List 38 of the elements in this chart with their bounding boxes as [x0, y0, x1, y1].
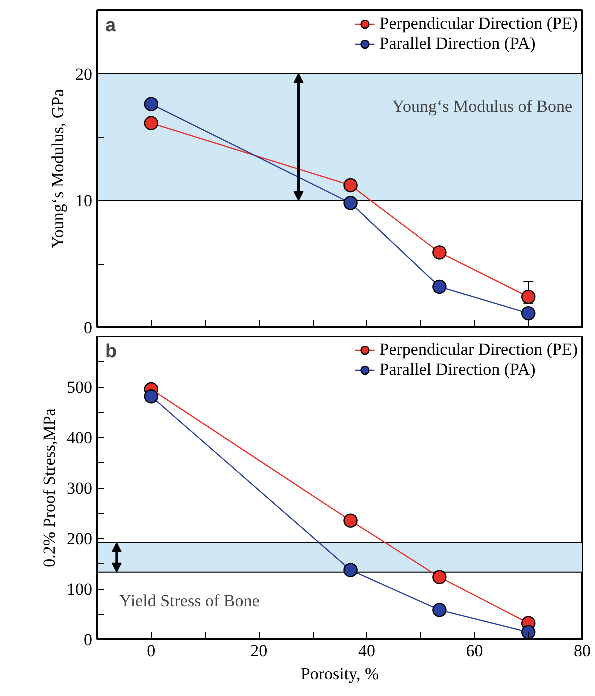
legend-label: Parallel Direction (PA) — [380, 34, 536, 54]
point — [522, 625, 536, 640]
legend-label: Parallel Direction (PA) — [380, 360, 536, 380]
x-tick-label: 60 — [466, 642, 484, 660]
point — [144, 97, 158, 112]
point — [432, 246, 447, 260]
point — [144, 390, 158, 404]
y-tick-label: 300 — [67, 479, 92, 498]
point — [522, 290, 536, 304]
point — [344, 563, 358, 578]
y-axis-title: 0.2% Proof Stress,MPa — [40, 408, 59, 568]
point — [432, 280, 447, 294]
x-tick-label: 20 — [250, 642, 268, 660]
annotation: a — [106, 16, 116, 36]
x-tick-label: 0 — [147, 642, 156, 660]
point — [432, 603, 447, 618]
band-label: Young‘s Modulus of Bone — [392, 96, 573, 116]
x-axis-title: Porosity, % — [300, 664, 380, 684]
y-tick-label: 10 — [76, 192, 92, 211]
y-axis-title: Young‘s Modulus, GPa — [48, 88, 68, 249]
annotation: b — [106, 342, 118, 362]
legend-label: Perpendicular Direction (PE) — [380, 14, 578, 34]
point — [344, 514, 358, 528]
y-tick-label: 20 — [76, 64, 92, 84]
y-tick-label: 200 — [67, 530, 92, 548]
point — [144, 116, 158, 130]
legend-label: Perpendicular Direction (PE) — [380, 340, 578, 360]
x-tick-label: 40 — [358, 642, 376, 660]
point — [344, 178, 358, 193]
y-tick-label: 400 — [67, 428, 92, 448]
x-tick-label: 80 — [574, 642, 591, 660]
band-label: Yield Stress of Bone — [120, 591, 260, 610]
point — [522, 306, 536, 321]
y-tick-label: 500 — [67, 378, 92, 397]
y-tick-label: 100 — [67, 580, 92, 599]
point — [432, 570, 447, 584]
y-tick-label: 0 — [84, 318, 92, 338]
point — [344, 196, 358, 210]
